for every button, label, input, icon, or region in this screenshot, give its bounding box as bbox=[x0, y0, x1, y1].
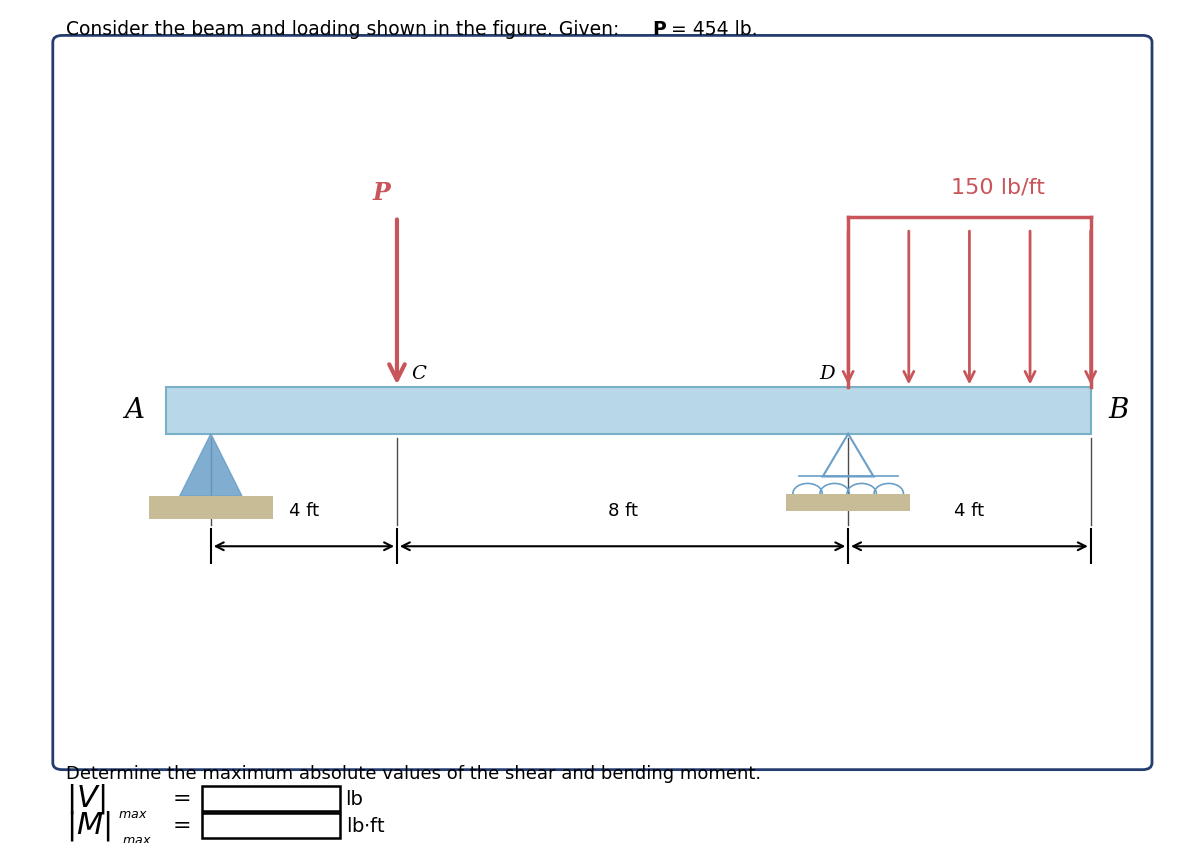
Text: B: B bbox=[1109, 397, 1129, 424]
Bar bbox=[166, 387, 1091, 434]
Bar bbox=[786, 493, 910, 511]
Text: $_{max}$: $_{max}$ bbox=[118, 802, 148, 820]
Text: 150 lb/ft: 150 lb/ft bbox=[950, 177, 1044, 197]
Text: A: A bbox=[124, 397, 144, 424]
Text: $_{max}$: $_{max}$ bbox=[122, 828, 152, 843]
Text: 4 ft: 4 ft bbox=[954, 502, 984, 520]
Polygon shape bbox=[180, 434, 242, 496]
Text: Consider the beam and loading shown in the figure. Given:: Consider the beam and loading shown in t… bbox=[66, 20, 625, 39]
Text: P: P bbox=[372, 181, 390, 205]
Text: D: D bbox=[818, 365, 835, 384]
Text: =: = bbox=[173, 816, 192, 836]
Text: 4 ft: 4 ft bbox=[289, 502, 319, 520]
Text: lb$\cdot$ft: lb$\cdot$ft bbox=[346, 817, 385, 835]
Text: C: C bbox=[412, 365, 426, 384]
Text: =: = bbox=[173, 789, 192, 809]
Text: Determine the maximum absolute values of the shear and bending moment.: Determine the maximum absolute values of… bbox=[66, 765, 761, 783]
Text: $|M|$: $|M|$ bbox=[66, 809, 110, 843]
Text: P: P bbox=[653, 20, 666, 39]
Text: $|V|$: $|V|$ bbox=[66, 782, 106, 816]
Text: lb: lb bbox=[346, 790, 364, 808]
Text: 8 ft: 8 ft bbox=[607, 502, 637, 520]
Text: = 454 lb.: = 454 lb. bbox=[665, 20, 757, 39]
Bar bbox=[149, 496, 272, 519]
